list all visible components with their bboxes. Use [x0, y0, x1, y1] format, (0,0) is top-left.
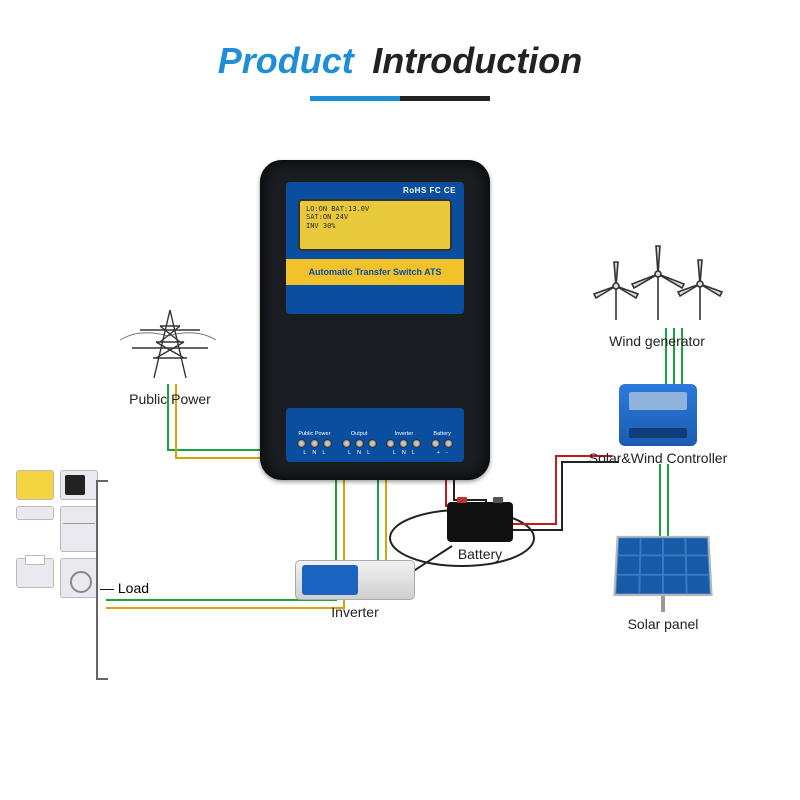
term-output: Output LNL — [342, 431, 377, 456]
battery-node: Battery — [430, 502, 530, 562]
underline-seg-black — [400, 96, 490, 101]
appliance-ac-icon — [16, 506, 54, 520]
wind-label: Wind generator — [582, 333, 732, 349]
title-underline — [310, 96, 490, 101]
wind-generator-node: Wind generator — [582, 240, 732, 349]
term-battery: Battery +- — [431, 431, 453, 456]
ats-model-band: Automatic Transfer Switch ATS — [286, 259, 464, 285]
ats-terminals: Public Power LNL Output LNL Inverter LNL… — [286, 408, 464, 462]
lcd-line-1: LO:ON BAT:13.0V — [306, 205, 444, 213]
appliance-printer-icon — [16, 558, 54, 588]
solar-panel-icon — [613, 536, 712, 596]
ats-lcd: LO:ON BAT:13.0V SAT:ON 24V INV 30% — [298, 199, 452, 251]
solar-panel-node: Solar panel — [588, 534, 738, 632]
inverter-node: Inverter — [280, 560, 430, 620]
inverter-label: Inverter — [280, 604, 430, 620]
lcd-line-2: SAT:ON 24V — [306, 213, 444, 221]
ats-faceplate: RoHS FC CE LO:ON BAT:13.0V SAT:ON 24V IN… — [286, 182, 464, 314]
public-power-node: Public Power — [110, 306, 230, 407]
ats-cert-row: RoHS FC CE — [286, 182, 464, 195]
controller-icon — [619, 384, 697, 446]
appliance-washer-icon — [60, 558, 98, 598]
load-label: — Load — [100, 580, 149, 596]
public-power-label: Public Power — [110, 391, 230, 407]
ats-device: RoHS FC CE LO:ON BAT:13.0V SAT:ON 24V IN… — [260, 160, 490, 480]
lcd-line-3: INV 30% — [306, 222, 444, 230]
title-block: Product Introduction — [0, 0, 800, 101]
system-diagram: RoHS FC CE LO:ON BAT:13.0V SAT:ON 24V IN… — [0, 140, 800, 800]
title-word-introduction: Introduction — [372, 40, 582, 81]
battery-label: Battery — [430, 546, 530, 562]
solar-label: Solar panel — [588, 616, 738, 632]
underline-seg-blue — [310, 96, 400, 101]
controller-label: Solar&Wind Controller — [578, 450, 738, 466]
controller-node: Solar&Wind Controller — [578, 384, 738, 466]
load-appliances — [16, 470, 102, 598]
pylon-icon — [110, 306, 230, 382]
title-word-product: Product — [218, 40, 354, 81]
inverter-icon — [295, 560, 415, 600]
term-public-power: Public Power LNL — [297, 431, 332, 456]
wind-turbine-icon — [582, 240, 732, 324]
appliance-fridge-icon — [60, 506, 98, 552]
term-inverter: Inverter LNL — [386, 431, 421, 456]
appliance-drill-icon — [16, 470, 54, 500]
appliance-microwave-icon — [60, 470, 98, 500]
battery-icon — [447, 502, 513, 542]
